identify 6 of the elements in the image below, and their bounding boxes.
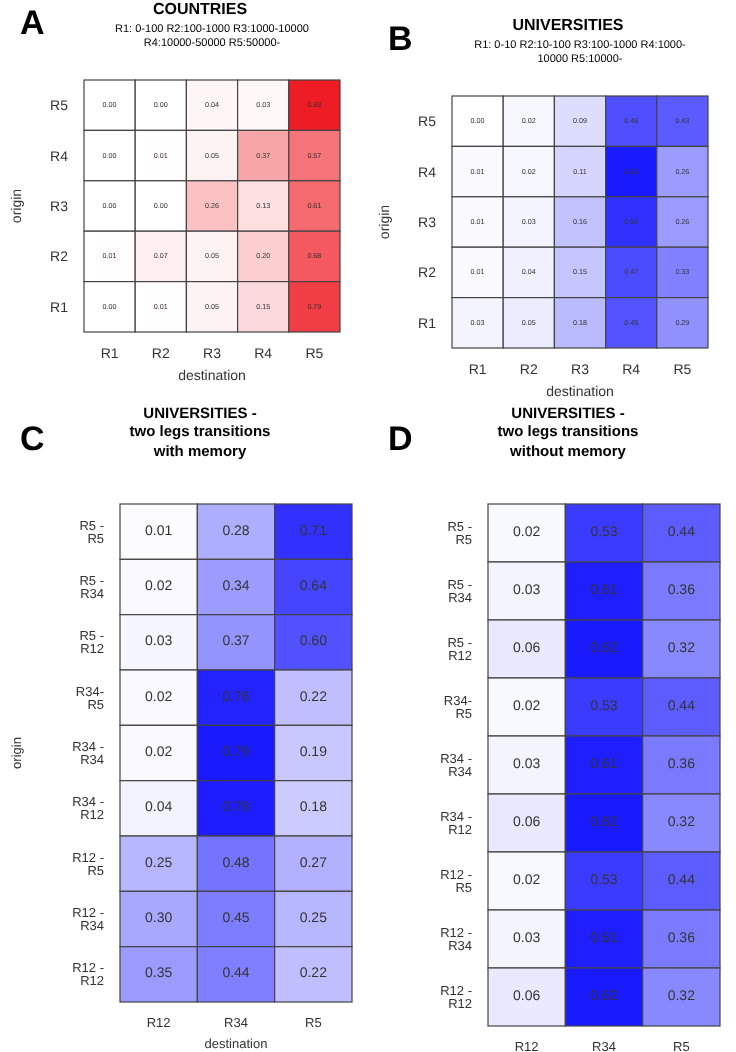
text: A bbox=[20, 4, 45, 44]
chart-title: UNIVERSITIES bbox=[510, 16, 626, 36]
text: C bbox=[20, 420, 45, 460]
chart-title: COUNTRIES bbox=[150, 0, 250, 20]
text: B bbox=[388, 20, 413, 60]
text: D bbox=[388, 420, 413, 460]
